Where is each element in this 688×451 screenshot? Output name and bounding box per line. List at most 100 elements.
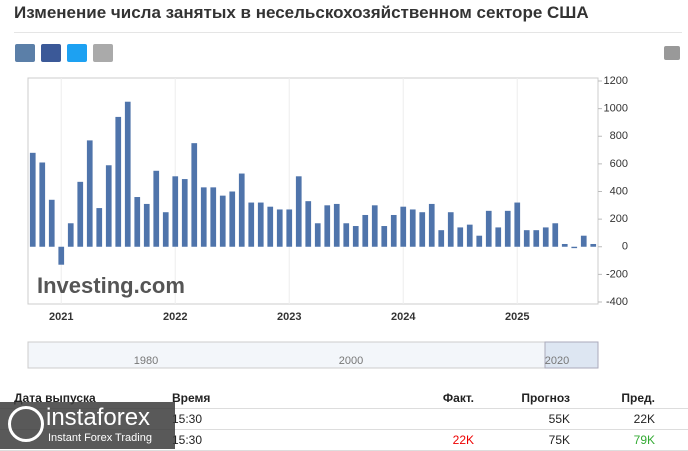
bar <box>466 224 473 247</box>
bar <box>276 209 283 247</box>
y-tick-label: 200 <box>610 213 628 225</box>
bar <box>77 181 84 247</box>
bar <box>333 203 340 247</box>
bar <box>485 210 492 247</box>
bar <box>428 203 435 247</box>
bar <box>561 243 568 247</box>
share-facebook[interactable] <box>41 44 61 62</box>
bar <box>134 197 141 247</box>
y-tick-label: 0 <box>622 241 628 253</box>
bar <box>571 246 578 249</box>
bar <box>438 230 445 247</box>
bar <box>86 140 93 247</box>
x-tick-label: 2021 <box>49 311 73 323</box>
y-tick-label: 1000 <box>604 103 628 115</box>
table-cell: 55K <box>548 412 570 426</box>
table-cell: 22K <box>452 433 474 447</box>
watermark: instaforex Instant Forex Trading <box>0 402 175 449</box>
bar <box>314 223 321 247</box>
bar <box>181 179 188 247</box>
bar <box>229 191 236 247</box>
table-cell: Прогноз <box>521 391 570 405</box>
table-cell: 79K <box>633 433 655 447</box>
y-tick-label: 600 <box>610 158 628 170</box>
navigator-label: 2020 <box>545 355 569 367</box>
bar <box>248 202 255 247</box>
bar <box>219 195 226 247</box>
bar <box>514 202 521 247</box>
table-cell: Пред. <box>621 391 655 405</box>
table-cell: 75K <box>548 433 570 447</box>
watermark-tagline: Instant Forex Trading <box>48 432 152 444</box>
x-tick-label: 2023 <box>277 311 301 323</box>
bar <box>238 173 245 247</box>
bar <box>210 187 217 247</box>
y-tick-label: -400 <box>606 296 628 308</box>
bar <box>352 226 359 247</box>
bar <box>362 214 369 247</box>
share-vk[interactable] <box>15 44 35 62</box>
bar <box>504 210 511 247</box>
chart-watermark: Investing.com <box>37 273 185 298</box>
bar <box>286 209 293 247</box>
bar <box>409 209 416 247</box>
bar <box>172 176 179 247</box>
bar <box>305 201 312 247</box>
bar <box>162 212 169 247</box>
bar <box>295 176 302 247</box>
bar <box>48 199 55 247</box>
divider <box>14 32 682 33</box>
bar <box>381 226 388 247</box>
navigator-label: 2000 <box>339 355 363 367</box>
bar <box>105 165 112 247</box>
navigator-window[interactable] <box>544 341 599 369</box>
page-title: Изменение числа занятых в несельскохозяй… <box>14 3 589 22</box>
bar <box>191 143 198 247</box>
table-cell: 22K <box>633 412 655 426</box>
bar <box>143 203 150 247</box>
bar <box>552 223 559 247</box>
x-tick-label: 2024 <box>391 311 416 323</box>
bar <box>124 101 131 247</box>
table-cell: Факт. <box>442 391 474 405</box>
bar <box>115 116 122 247</box>
bar <box>67 223 74 247</box>
bar <box>457 227 464 247</box>
table-cell: 15:30 <box>172 412 203 426</box>
y-tick-label: 800 <box>610 130 628 142</box>
bar <box>153 170 160 247</box>
print[interactable] <box>664 46 680 60</box>
bar <box>476 235 483 247</box>
bar <box>200 187 207 247</box>
bar <box>39 162 46 247</box>
bar <box>495 227 502 247</box>
table-cell: Время <box>172 391 211 405</box>
bar <box>58 246 65 265</box>
bar <box>371 205 378 247</box>
navigator <box>27 341 599 369</box>
bar <box>580 235 587 247</box>
navigator-label: 1980 <box>134 355 158 367</box>
plot-frame <box>27 77 599 305</box>
chart: -400 -200 0 200 400 600 800 1000 1200 2021 2022 202… <box>27 75 628 369</box>
x-tick-label: 2022 <box>163 311 187 323</box>
table-row: Дата выпуска Время Факт. Прогноз Пред. <box>0 388 688 409</box>
bar <box>447 212 454 247</box>
bar <box>390 214 397 247</box>
bar <box>533 230 540 247</box>
bar <box>96 208 103 247</box>
bar <box>343 223 350 247</box>
bar <box>542 227 549 247</box>
bar <box>267 206 274 247</box>
bar <box>523 230 530 247</box>
table-row: 15:30 55K 22K <box>0 409 688 430</box>
bar <box>29 152 36 247</box>
share-email[interactable] <box>93 44 113 62</box>
watermark-brand: instaforex <box>46 404 151 431</box>
y-tick-label: 400 <box>610 185 628 197</box>
share-x[interactable] <box>67 44 87 62</box>
y-tick-label: -200 <box>606 268 628 280</box>
bar <box>257 202 264 247</box>
table-cell: Дата выпуска <box>14 391 96 405</box>
